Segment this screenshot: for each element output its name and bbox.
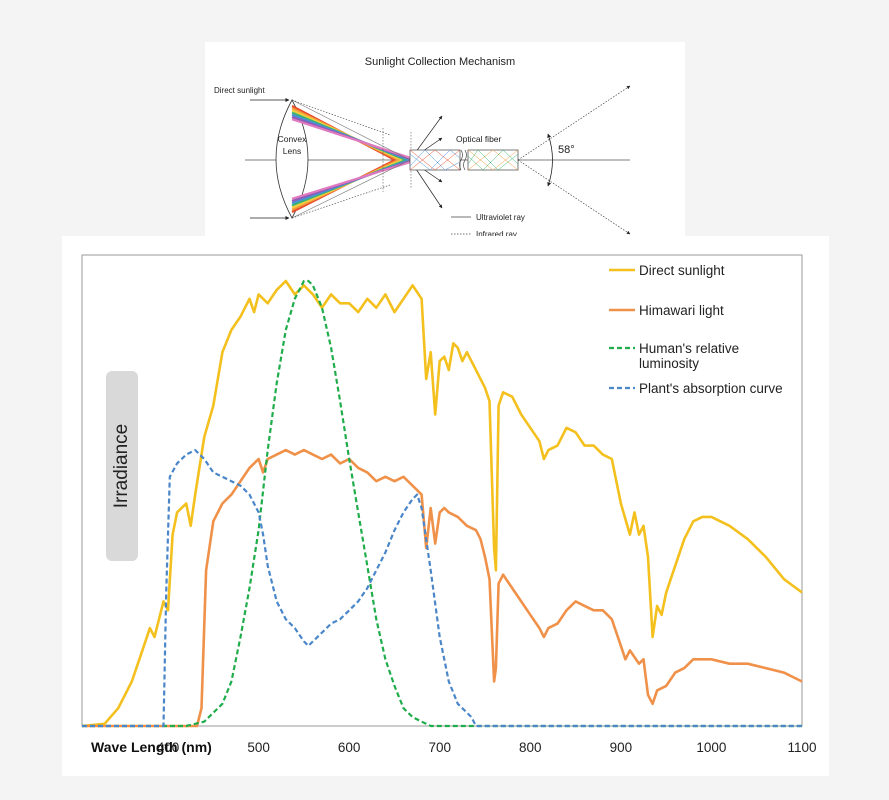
direct-sunlight-label: Direct sunlight [214,86,265,95]
angle-arc [547,133,553,187]
irradiance-chart: Irradiance 400 500 600 700 800 900 1000 1100 Wa… [62,236,829,776]
exit-cone-bottom [517,159,631,235]
legend-label-3: Plant's absorption curve [639,381,783,396]
series-lines [81,279,803,728]
x-tick-label-2: 600 [338,740,361,755]
optical-fiber [409,149,519,171]
angle-label: 58° [558,144,575,156]
y-axis-label: Irradiance [111,424,132,509]
x-tick-label-1: 500 [247,740,270,755]
legend-label-0: Direct sunlight [639,263,725,278]
spectrum-rays [291,105,418,213]
chart-legend: Direct sunlight Himawari light Human's rel… [609,263,783,396]
series-line-3 [82,449,802,728]
x-tick-label-4: 800 [519,740,542,755]
diagram-title: Sunlight Collection Mechanism [365,56,515,68]
exit-cone-top [517,85,631,161]
diagram-svg: Sunlight Collection Mechanism Direct sun… [214,56,631,239]
x-axis-ticks: 400 500 600 700 800 900 1000 1100 [157,740,817,755]
legend-label-2: Human's relative luminosity [639,341,739,371]
legend-infrared-label: Infrared ray [476,230,517,239]
legend-ultraviolet-label: Ultraviolet ray [476,213,525,222]
series-line-2 [82,279,802,728]
x-tick-label-3: 700 [428,740,451,755]
outer-ray-top [291,99,411,161]
legend-label-1: Himawari light [639,303,724,318]
series-line-1 [82,448,803,728]
x-tick-label-0: 400 [157,740,180,755]
sunlight-collection-diagram: Sunlight Collection Mechanism Direct sun… [205,42,685,242]
plot-frame [81,254,803,727]
x-tick-label-6: 1000 [696,740,726,755]
x-tick-label-5: 900 [610,740,633,755]
lens-label-line2: Lens [283,146,301,156]
outer-ray-bottom [291,159,411,219]
optical-fiber-label: Optical fiber [456,134,502,144]
x-axis-label: Wave Length (nm) [91,739,212,755]
x-tick-label-7: 1100 [787,740,816,755]
lens-label-line1: Convex [278,134,308,144]
chart-svg: Irradiance 400 500 600 700 800 900 1000 1100 Wa… [81,254,817,755]
infrared-ray-bottom [291,184,391,219]
infrared-ray-top [291,99,391,136]
series-line-0 [81,279,803,728]
y-axis-label-badge [106,371,138,561]
